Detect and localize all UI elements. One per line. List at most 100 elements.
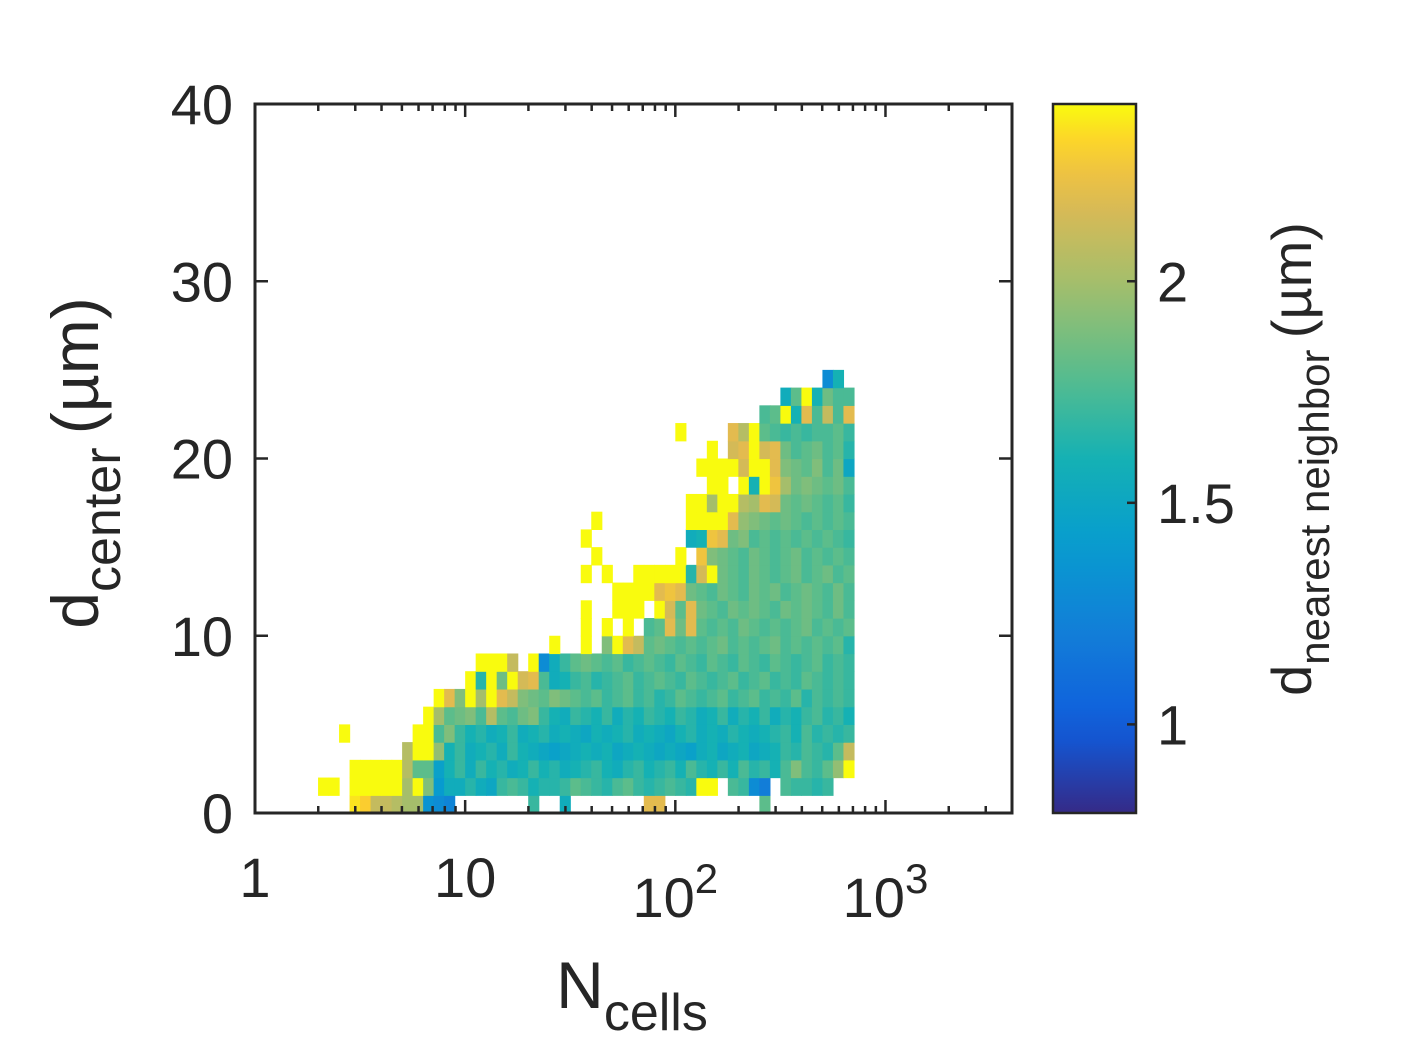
heatmap-cell [370, 777, 382, 796]
heatmap-cell [790, 777, 803, 796]
heatmap-cell [706, 493, 718, 513]
heatmap-cell [832, 369, 845, 389]
heatmap-cell [811, 742, 824, 761]
heatmap-cell [780, 671, 792, 690]
heatmap-cell [706, 458, 718, 477]
heatmap-cell [580, 529, 592, 548]
heatmap-cell [759, 405, 771, 424]
heatmap-cell [423, 742, 435, 761]
x-tick-label: 10 [434, 846, 496, 909]
heatmap-cell [423, 777, 435, 796]
colorbar-tick-label: 1 [1157, 693, 1188, 756]
heatmap-cell [790, 458, 803, 477]
heatmap-cell [801, 600, 813, 619]
heatmap-cell [643, 564, 655, 584]
heatmap-cell [391, 777, 403, 796]
heatmap-cell [486, 706, 498, 725]
heatmap-cell [801, 440, 813, 460]
heatmap-cell [832, 476, 845, 495]
heatmap-cell [633, 635, 645, 655]
heatmap-cell [601, 671, 613, 690]
heatmap-cell [780, 777, 792, 796]
heatmap-cell [822, 493, 834, 513]
heatmap-cell [727, 688, 739, 708]
heatmap-cell [559, 671, 571, 690]
heatmap-cell [801, 759, 813, 779]
heatmap-cell [486, 688, 498, 708]
heatmap-cell [538, 759, 550, 779]
heatmap-cell [759, 671, 771, 690]
heatmap-cell [843, 618, 855, 637]
heatmap-cell [612, 688, 624, 708]
heatmap-cell [790, 440, 803, 460]
heatmap-cell [549, 688, 561, 708]
heatmap-cell [706, 635, 718, 655]
heatmap-cell [643, 777, 655, 796]
heatmap-cell [843, 671, 855, 690]
heatmap-cell [696, 688, 708, 708]
heatmap-cell [685, 511, 697, 530]
heatmap-cell [832, 440, 845, 460]
heatmap-cell [444, 706, 456, 725]
heatmap-cell [727, 547, 739, 566]
heatmap-cell [612, 653, 624, 672]
heatmap-cell [622, 653, 634, 672]
heatmap-cell [360, 795, 372, 814]
heatmap-cell [475, 706, 487, 725]
heatmap-cell [811, 511, 824, 530]
heatmap-cell [801, 671, 813, 690]
heatmap-cell [360, 759, 372, 779]
heatmap-cell [748, 724, 760, 743]
heatmap-cell [612, 724, 624, 743]
heatmap-cell [696, 582, 708, 601]
heatmap-cell [696, 635, 708, 655]
heatmap-cell [601, 653, 613, 672]
heatmap-cell [706, 582, 718, 601]
heatmap-cell [843, 688, 855, 708]
heatmap-cell [633, 724, 645, 743]
heatmap-cell [675, 653, 687, 672]
heatmap-cell [801, 493, 813, 513]
colorbar-title-main: d [1260, 665, 1323, 696]
heatmap-cell [843, 387, 855, 406]
heatmap-cell [622, 635, 634, 655]
heatmap-cell [549, 759, 561, 779]
heatmap-cell [643, 653, 655, 672]
heatmap-cell [780, 458, 792, 477]
heatmap-cell [748, 671, 760, 690]
heatmap-cell [717, 742, 729, 761]
heatmap-cell [769, 618, 781, 637]
heatmap-cell [654, 618, 666, 637]
heatmap-cell [717, 724, 729, 743]
heatmap-cell [811, 476, 824, 495]
heatmap-cell [790, 511, 803, 530]
heatmap-cell [790, 405, 803, 424]
heatmap-cell [486, 777, 498, 796]
heatmap-cell [412, 759, 424, 779]
heatmap-cell [811, 458, 824, 477]
heatmap-cell [643, 759, 655, 779]
heatmap-cell [790, 600, 803, 619]
heatmap-cell [759, 688, 771, 708]
heatmap-cell [454, 759, 466, 779]
heatmap-cell [832, 706, 845, 725]
heatmap-cell [528, 653, 540, 672]
heatmap-cell [664, 653, 676, 672]
heatmap-cell [591, 724, 603, 743]
heatmap-cell [790, 564, 803, 584]
heatmap-cell [591, 742, 603, 761]
heatmap-cell [675, 423, 687, 442]
heatmap-cell [675, 582, 687, 601]
heatmap-cell [822, 564, 834, 584]
heatmap-cell [759, 653, 771, 672]
heatmap-cell [633, 777, 645, 796]
heatmap-cell [832, 529, 845, 548]
heatmap-cell [486, 671, 498, 690]
heatmap-cell [612, 671, 624, 690]
heatmap-cell [780, 493, 792, 513]
heatmap-cell [391, 795, 403, 814]
heatmap-cell [328, 777, 340, 796]
heatmap-cell [528, 742, 540, 761]
heatmap-cells [318, 369, 855, 814]
heatmap-cell [769, 476, 781, 495]
